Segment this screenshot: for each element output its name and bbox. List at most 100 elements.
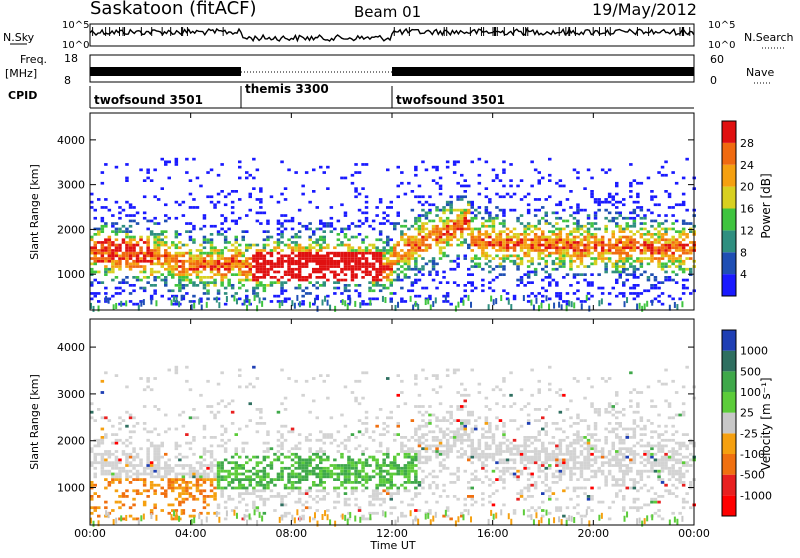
power-cell [449, 201, 453, 204]
velocity-cell [220, 492, 224, 495]
velocity-cell [259, 478, 263, 481]
power-cell [534, 241, 538, 244]
velocity-cell [175, 481, 179, 484]
velocity-cell [520, 388, 524, 391]
power-cell [439, 257, 443, 260]
power-cell [485, 225, 489, 228]
power-cell [597, 257, 601, 260]
power-cell [404, 255, 408, 258]
power-cell [643, 289, 647, 292]
power-ground-cell [432, 301, 434, 307]
power-cell [323, 236, 327, 239]
power-cell [301, 255, 305, 258]
cpid-segment-2: themis 3300 [245, 82, 329, 96]
velocity-cell [90, 416, 94, 419]
power-cell [538, 228, 542, 231]
power-cell [527, 209, 531, 212]
power-cell [675, 265, 679, 268]
power-cell [347, 284, 351, 287]
velocity-cell [439, 419, 443, 422]
velocity-cell [411, 436, 415, 439]
power-cell [516, 268, 520, 271]
velocity-cell [104, 416, 108, 419]
velocity-cell [118, 470, 122, 473]
power-cell [203, 263, 207, 266]
velocity-cell [284, 456, 288, 459]
power-cell [657, 249, 661, 252]
power-cell [319, 260, 323, 263]
velocity-cell [344, 501, 348, 504]
power-ground-cell [178, 301, 180, 307]
velocity-cell [516, 498, 520, 501]
power-cell [298, 209, 302, 212]
power-cell [358, 268, 362, 271]
power-cell [576, 273, 580, 276]
power-cell [217, 268, 221, 271]
power-cell [622, 217, 626, 220]
power-cell [323, 260, 327, 263]
power-cell [143, 260, 147, 263]
power-cell [217, 257, 221, 260]
power-cell [337, 233, 341, 236]
power-cell [168, 177, 172, 180]
velocity-cell [481, 428, 485, 431]
power-cell [224, 268, 228, 271]
power-cell [312, 260, 316, 263]
power-cell [354, 163, 358, 166]
velocity-cell [481, 464, 485, 467]
power-cell [372, 268, 376, 271]
power-cell [136, 222, 140, 225]
power-cell [94, 252, 98, 255]
power-cell [375, 281, 379, 284]
velocity-cell [400, 436, 404, 439]
power-cell [210, 276, 214, 279]
power-cell [478, 206, 482, 209]
power-cell [442, 255, 446, 258]
velocity-cell [129, 436, 133, 439]
power-cell [612, 203, 616, 206]
power-cell [548, 179, 552, 182]
power-cell [210, 246, 214, 249]
power-cell [555, 292, 559, 295]
velocity-cell [125, 461, 129, 464]
power-cell [94, 260, 98, 263]
power-cell [351, 255, 355, 258]
velocity-cell [182, 501, 186, 504]
power-cell [256, 198, 260, 201]
velocity-cell [291, 473, 295, 476]
velocity-cell [548, 498, 552, 501]
power-cell [287, 244, 291, 247]
power-cell [101, 252, 105, 255]
power-cell [671, 246, 675, 249]
velocity-cell [316, 484, 320, 487]
velocity-cell [379, 408, 383, 411]
power-cell [590, 222, 594, 225]
velocity-cell [382, 428, 386, 431]
power-cell [502, 289, 506, 292]
velocity-cell [351, 487, 355, 490]
power-cell [235, 246, 239, 249]
power-cell [527, 271, 531, 274]
power-cell [361, 238, 365, 241]
velocity-cell [375, 459, 379, 462]
power-cell [414, 174, 418, 177]
power-cell [185, 260, 189, 263]
velocity-cell [421, 436, 425, 439]
power-cell [478, 212, 482, 215]
power-cell [242, 238, 246, 241]
power-cell [178, 281, 182, 284]
power-cell [337, 252, 341, 255]
velocity-cell [298, 501, 302, 504]
power-cell [499, 195, 503, 198]
velocity-cell [132, 450, 136, 453]
power-cell [636, 268, 640, 271]
velocity-cell [467, 495, 471, 498]
power-cell [270, 252, 274, 255]
velocity-cell [178, 492, 182, 495]
power-cell [527, 276, 531, 279]
power-cell [235, 236, 239, 239]
power-cell [471, 228, 475, 231]
power-cell [432, 230, 436, 233]
power-cell [414, 217, 418, 220]
power-cell [467, 228, 471, 231]
